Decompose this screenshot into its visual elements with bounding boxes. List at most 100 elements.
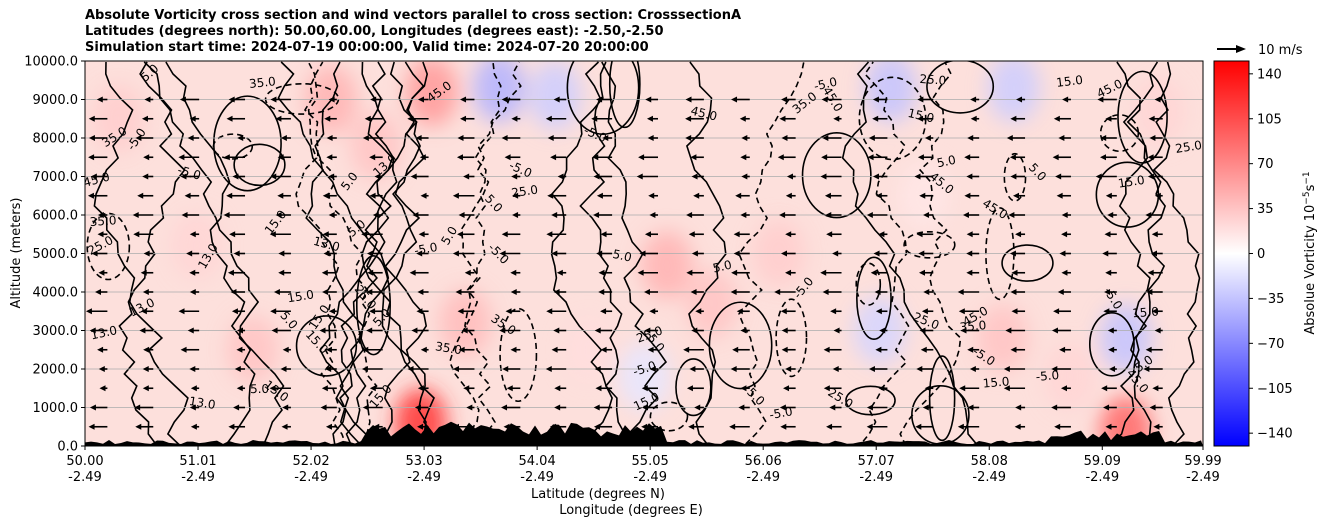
- contour-line: [303, 61, 378, 446]
- wind-vector-head: [374, 173, 381, 180]
- wind-vector-head: [823, 385, 830, 392]
- vorticity-blob: [640, 231, 693, 300]
- wind-vector-head: [1005, 327, 1012, 334]
- wind-vector-head: [233, 404, 240, 411]
- y-tick-label: 2000.0: [33, 363, 79, 378]
- vorticity-blob: [226, 315, 279, 384]
- wind-vector-head: [780, 423, 787, 430]
- wind-vector-head: [98, 366, 105, 372]
- contour-ring: [86, 212, 131, 281]
- wind-vector-head: [920, 346, 927, 353]
- wind-vector-head: [140, 269, 147, 276]
- contour-line: [339, 61, 398, 446]
- wind-vector-head: [546, 231, 553, 238]
- wind-vector-head: [967, 135, 974, 141]
- wind-vector-head: [688, 423, 695, 430]
- colorbar-tick-label: −70: [1257, 337, 1284, 352]
- contour-ring: [295, 315, 358, 377]
- wind-vector-head: [99, 385, 106, 392]
- wind-vector-head: [417, 289, 424, 295]
- contour-line: [339, 61, 426, 446]
- x-tick-label-longitude: -2.49: [520, 470, 554, 485]
- wind-vector-head: [362, 346, 369, 353]
- wind-vector-head: [269, 385, 276, 392]
- wind-vector-head: [1103, 404, 1110, 411]
- wind-vector-head: [872, 96, 879, 103]
- x-tick-label-longitude: -2.49: [1085, 470, 1119, 485]
- x-axis-label-latitude: Latitude (degrees N): [531, 487, 665, 502]
- wind-vector-head: [1146, 289, 1153, 295]
- wind-vector-head: [325, 346, 332, 353]
- wind-vector-head: [89, 404, 96, 411]
- wind-vector-head: [781, 346, 788, 353]
- wind-vector-head: [1151, 231, 1158, 238]
- wind-vector-head: [1154, 96, 1161, 103]
- wind-vector-head: [598, 289, 605, 295]
- colorbar-label: Absolue Vorticity 10−5s−1: [1302, 171, 1318, 334]
- wind-vector-head: [511, 115, 518, 122]
- wind-vector-head: [186, 250, 193, 257]
- wind-vector-head: [690, 154, 697, 161]
- wind-vector-head: [180, 173, 187, 180]
- wind-vector-head: [228, 96, 235, 103]
- wind-vector-head: [179, 96, 186, 103]
- wind-vector-head: [135, 423, 142, 430]
- wind-vector-head: [1010, 115, 1017, 122]
- wind-vector-head: [133, 231, 140, 238]
- wind-vector-head: [691, 250, 698, 257]
- wind-vector-head: [593, 212, 600, 218]
- contour-line: [550, 61, 613, 446]
- wind-vector-head: [464, 269, 471, 276]
- wind-vector-head: [829, 404, 836, 411]
- wind-vector-head: [226, 192, 233, 199]
- wind-vector-head: [740, 327, 747, 334]
- wind-vector-head: [91, 250, 98, 257]
- wind-vector-head: [1015, 404, 1022, 411]
- contour-line: [579, 61, 636, 446]
- wind-vector-head: [686, 269, 693, 276]
- x-tick-label-latitude: 56.06: [745, 454, 782, 469]
- wind-vector-head: [969, 366, 976, 372]
- wind-vector-head: [967, 346, 974, 353]
- wind-vector-head: [417, 385, 424, 392]
- wind-vector-head: [923, 212, 930, 218]
- wind-vector-head: [595, 385, 602, 392]
- quiver-key: 10 m/s: [1217, 43, 1303, 58]
- wind-vector-head: [181, 212, 188, 218]
- contour-line: [383, 61, 429, 446]
- wind-vector-head: [1053, 115, 1060, 122]
- wind-vector-head: [143, 250, 150, 257]
- wind-vector-head: [593, 173, 600, 180]
- wind-vector-head: [1011, 269, 1018, 276]
- wind-vector-head: [143, 346, 150, 353]
- contour-ring: [845, 385, 896, 416]
- wind-vector-head: [641, 385, 648, 392]
- wind-vector-head: [550, 154, 557, 161]
- wind-vector-head: [598, 269, 605, 276]
- wind-vector-head: [1010, 173, 1017, 180]
- wind-vector-head: [1056, 192, 1063, 199]
- wind-vector-head: [416, 250, 423, 257]
- wind-vector-head: [134, 404, 141, 411]
- wind-vector-head: [189, 269, 196, 276]
- wind-vector-head: [730, 366, 737, 372]
- wind-vector-head: [90, 173, 97, 180]
- wind-vector-head: [281, 423, 288, 430]
- wind-vector-head: [178, 154, 185, 161]
- wind-vector-head: [875, 308, 882, 315]
- wind-vector-head: [1103, 308, 1110, 315]
- x-tick-label-latitude: 50.00: [66, 454, 103, 469]
- wind-vector-head: [967, 404, 974, 411]
- contour-ring: [1099, 114, 1140, 153]
- wind-vector-head: [140, 308, 147, 315]
- wind-vector-head: [740, 212, 747, 218]
- wind-vector-head: [915, 423, 922, 430]
- wind-vector-head: [1058, 135, 1065, 141]
- x-tick-label-latitude: 57.07: [858, 454, 895, 469]
- contour-label: 13.0: [89, 323, 118, 342]
- wind-vector-head: [1100, 135, 1107, 141]
- wind-vector-head: [1102, 250, 1109, 257]
- contour-line: [1152, 61, 1201, 446]
- wind-vector-head: [1145, 346, 1152, 353]
